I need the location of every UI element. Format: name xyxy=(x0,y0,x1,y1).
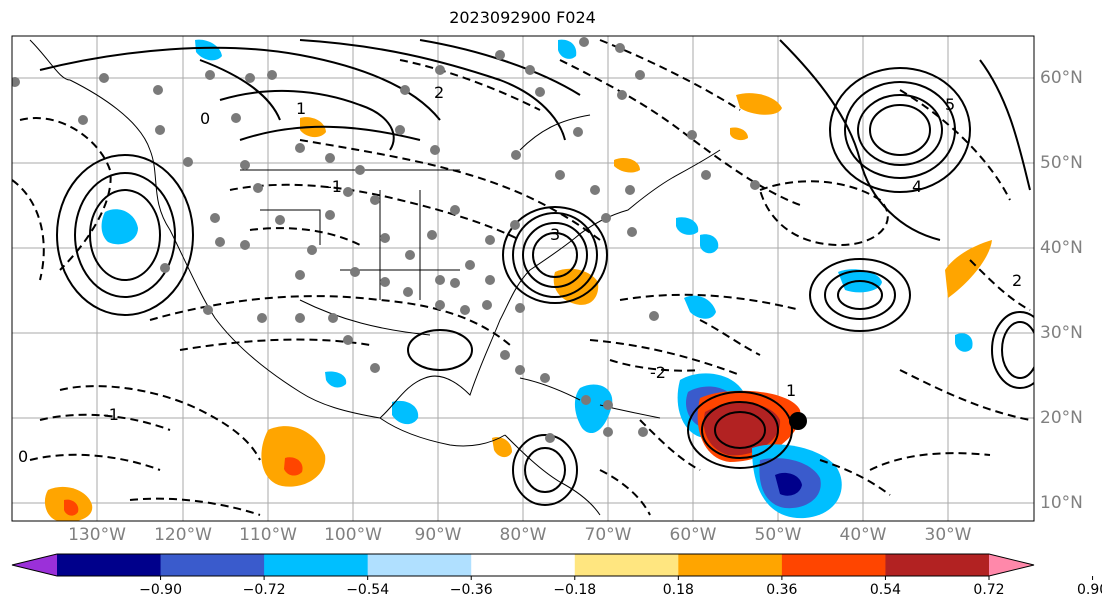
lon-label-30w: 30°W xyxy=(924,525,972,545)
lat-label-50: 50°N xyxy=(1040,153,1083,173)
lat-label-10: 10°N xyxy=(1040,493,1083,513)
colorbar-tick-label: 0.72 xyxy=(973,582,1005,598)
colorbar-tick-label: −0.36 xyxy=(449,582,493,598)
lon-label-90w: 90°W xyxy=(414,525,462,545)
colorbar-tick-label: 0.18 xyxy=(662,582,694,598)
observation-dots xyxy=(12,37,760,443)
lon-label-80w: 80°W xyxy=(499,525,547,545)
colorbar xyxy=(11,553,1094,580)
colorbar-segment xyxy=(781,554,886,576)
contour-label-3-a: 3 xyxy=(550,225,560,244)
colorbar-tick-label: −0.72 xyxy=(242,582,286,598)
colorbar-extend-high xyxy=(989,554,1034,576)
colorbar-tick-label: 0.36 xyxy=(766,582,798,598)
lat-label-20: 20°N xyxy=(1040,408,1083,428)
contour-label-set: 0 1 2 3 4 5 -1 -2 -1 1 0 2 xyxy=(18,83,1022,466)
colorbar-tick-label: −0.54 xyxy=(346,582,390,598)
colorbar-extend-low xyxy=(12,554,57,576)
colorbar-tick-label: −0.90 xyxy=(139,582,182,598)
lon-label-110w: 110°W xyxy=(239,525,297,545)
contour-label-2-a: 2 xyxy=(434,83,444,102)
lat-label-60: 60°N xyxy=(1040,68,1083,88)
lon-label-100w: 100°W xyxy=(324,525,382,545)
map-frame xyxy=(11,35,1035,522)
contour-label-1-a: 1 xyxy=(296,99,306,118)
contour-label-0-b: 0 xyxy=(18,447,28,466)
lon-label-120w: 120°W xyxy=(154,525,212,545)
lon-label-130w: 130°W xyxy=(68,525,126,545)
contour-label-1-b: 1 xyxy=(786,381,796,400)
colorbar-segment xyxy=(160,554,265,576)
contour-label-neg1-a: -1 xyxy=(103,405,119,424)
lon-label-60w: 60°W xyxy=(669,525,717,545)
colorbar-segment xyxy=(574,554,679,576)
colorbar-tick-label: −0.18 xyxy=(553,582,597,598)
lat-label-40: 40°N xyxy=(1040,238,1083,258)
colorbar-segment xyxy=(264,554,369,576)
colorbar-outline xyxy=(11,553,1035,577)
colorbar-segment xyxy=(885,554,990,576)
colorbar-segment xyxy=(57,554,162,576)
contour-label-5-a: 5 xyxy=(945,95,955,114)
dashed-contours xyxy=(12,39,1031,516)
contour-label-4-a: 4 xyxy=(912,177,922,196)
colorbar-segment xyxy=(367,554,472,576)
contour-label-neg2-a: -2 xyxy=(650,363,666,382)
lon-label-50w: 50°W xyxy=(754,525,802,545)
colorbar-segment xyxy=(471,554,576,576)
map-title: 2023092900 F024 xyxy=(449,8,596,27)
solid-contours xyxy=(39,39,1034,506)
lon-label-70w: 70°W xyxy=(584,525,632,545)
lon-label-40w: 40°W xyxy=(839,525,887,545)
contour-label-neg1-b: -1 xyxy=(326,177,342,196)
contour-label-0-a: 0 xyxy=(200,109,210,128)
storm-center-marker xyxy=(789,412,807,430)
colorbar-tick-label: 0.54 xyxy=(869,582,902,598)
colorbar-segment xyxy=(678,554,783,576)
contour-label-2-b: 2 xyxy=(1012,271,1022,290)
lat-label-30: 30°N xyxy=(1040,323,1083,343)
colorbar-tick-label: 0.90 xyxy=(1076,582,1102,598)
